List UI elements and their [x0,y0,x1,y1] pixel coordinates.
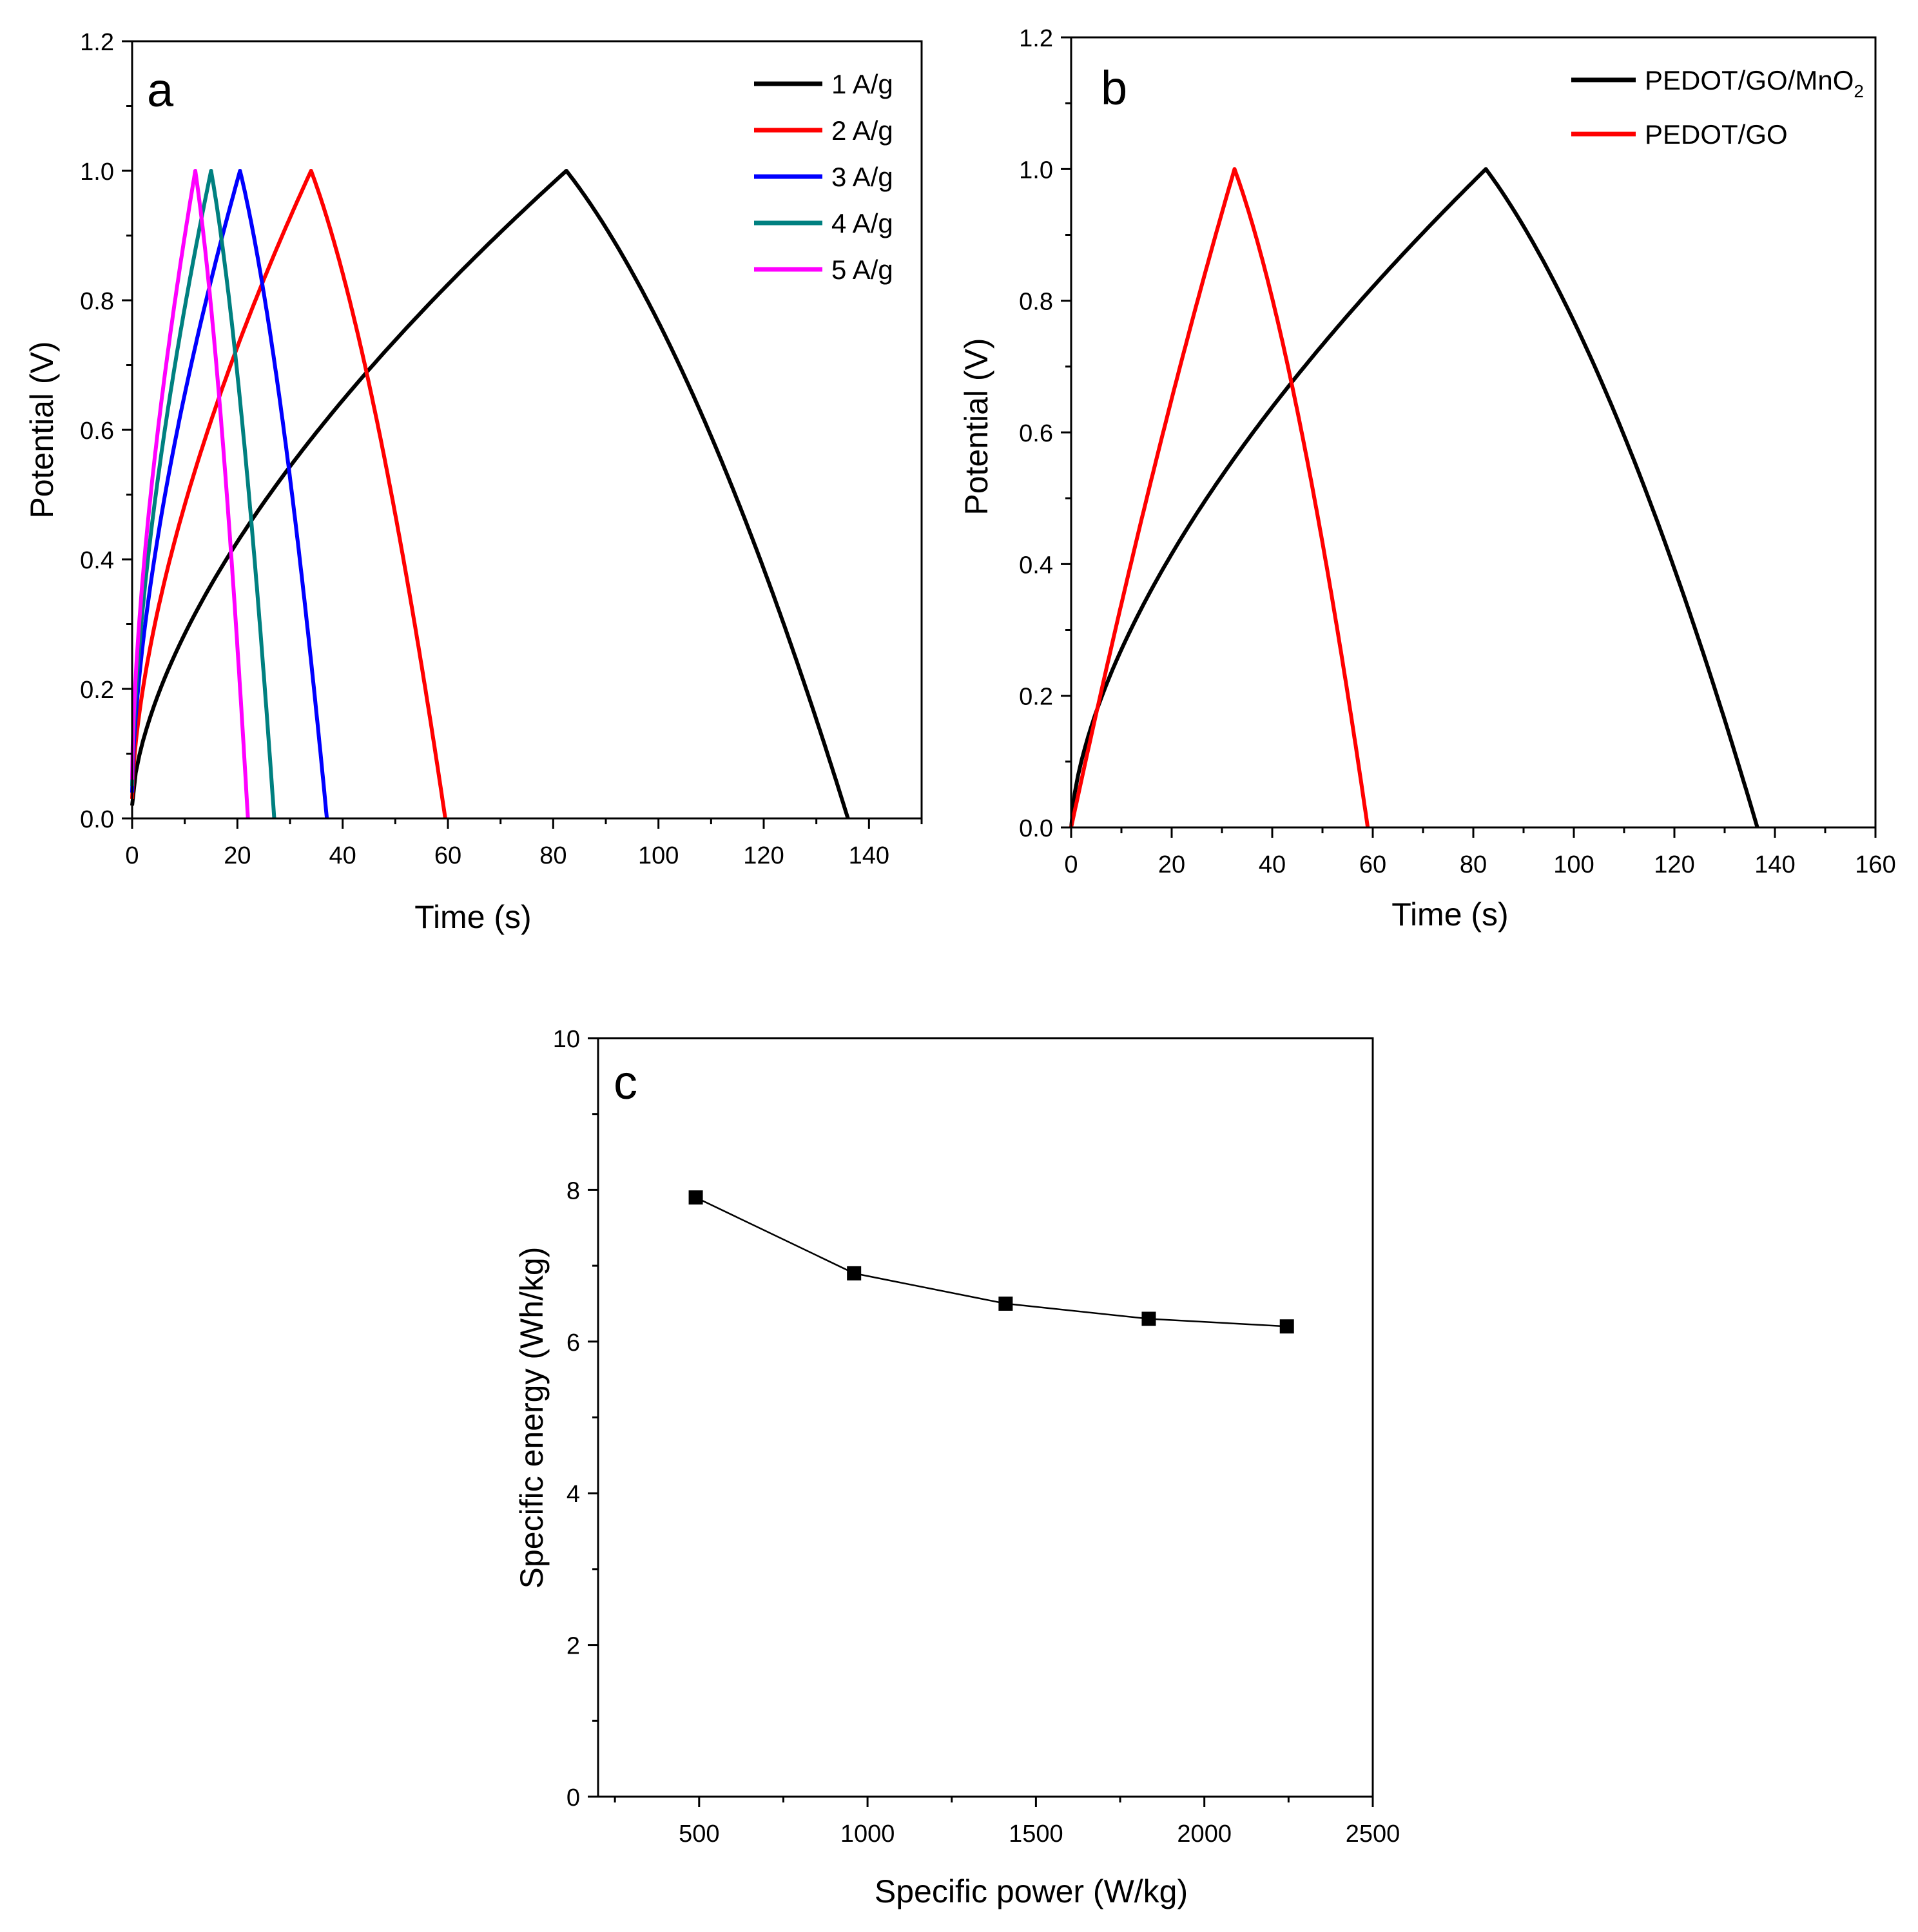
x-tick-label: 100 [638,842,679,869]
panel-c-x-axis-label: Specific power (W/kg) [875,1873,1188,1909]
legend-label: PEDOT/GO [1645,119,1788,150]
x-tick-label: 160 [1855,851,1895,878]
y-tick-label: 10 [553,1026,580,1053]
x-tick-label: 140 [849,842,889,869]
panel-c-frame [597,1037,1374,1798]
y-tick-label: 0.4 [80,547,114,574]
data-point [847,1266,862,1280]
y-tick-label: 0.6 [1019,420,1053,447]
panel-b-legend: PEDOT/GO/MnO2 PEDOT/GO [1571,65,1864,150]
panel-b-x-axis-label: Time (s) [1391,896,1508,932]
y-tick-label: 1.0 [80,159,114,186]
x-tick-label: 120 [1654,851,1694,878]
y-tick-label: 0 [567,1784,580,1811]
series-line [130,169,329,819]
series-line [130,169,447,819]
x-tick-label: 20 [224,842,251,869]
panel-b-series [1069,167,1759,828]
panel-c: 500 1000 1500 2000 2500 0 2 4 6 8 10 c Specific p… [514,1026,1400,1909]
x-tick-label: 60 [1359,851,1386,878]
y-tick-label: 0.4 [1019,552,1053,579]
panel-c-y-ticks: 0 2 4 6 8 10 [553,1026,598,1811]
legend-label: PEDOT/GO/MnO2 [1645,65,1864,101]
data-point [1141,1311,1156,1326]
panel-b-y-ticks: 0.0 0.2 0.4 0.6 0.8 1.0 1.2 [1019,25,1071,842]
panel-a-legend: 1 A/g 2 A/g 3 A/g 4 A/g 5 A/g [754,69,893,285]
y-tick-label: 0.2 [1019,684,1053,711]
panel-a-frame [131,40,923,820]
panel-a-label: a [147,63,174,117]
series-line [130,169,850,819]
x-tick-label: 500 [679,1821,719,1848]
panel-b-frame [1070,36,1877,829]
panel-a-y-axis-label: Potential (V) [24,341,60,518]
legend-label: 2 A/g [831,115,893,146]
panel-a-series [130,169,850,819]
data-point [1279,1319,1294,1334]
x-tick-label: 40 [329,842,356,869]
panel-a-y-ticks: 0.0 0.2 0.4 0.6 0.8 1.0 1.2 [80,29,132,833]
y-tick-label: 8 [567,1177,580,1204]
panel-b-label: b [1101,61,1127,115]
panel-b-y-axis-label: Potential (V) [958,338,994,515]
y-tick-label: 2 [567,1633,580,1660]
series-line [130,169,250,819]
legend-label: 4 A/g [831,208,893,238]
data-point [688,1190,703,1205]
x-tick-label: 60 [434,842,461,869]
x-tick-label: 100 [1553,851,1594,878]
x-tick-label: 80 [539,842,567,869]
y-tick-label: 6 [567,1329,580,1357]
x-tick-label: 2000 [1177,1821,1232,1848]
series-line [1069,167,1759,828]
panel-a-x-axis-label: Time (s) [414,899,531,935]
x-tick-label: 20 [1158,851,1185,878]
y-tick-label: 0.0 [80,806,114,833]
y-tick-label: 0.0 [1019,815,1053,842]
y-tick-label: 1.2 [80,29,114,56]
panel-c-y-axis-label: Specific energy (Wh/kg) [514,1247,550,1589]
legend-label: 5 A/g [831,255,893,285]
y-tick-label: 1.0 [1019,157,1053,184]
panel-b: 0 20 40 60 80 100 120 140 160 0.0 0.2 0.4 0.6 0.8 1.0… [958,25,1896,932]
x-tick-label: 40 [1259,851,1286,878]
y-tick-label: 4 [567,1481,580,1508]
x-tick-label: 0 [1064,851,1078,878]
panel-a: 0 20 40 60 80 100 120 140 0.0 0.2 0.4 0.6 0.8 1.0 1.2… [24,29,923,935]
y-tick-label: 0.8 [80,288,114,315]
x-tick-label: 2500 [1346,1821,1400,1848]
y-tick-label: 0.8 [1019,289,1053,316]
series-line [1069,167,1370,828]
x-tick-label: 0 [125,842,139,869]
data-point [998,1296,1013,1311]
x-tick-label: 140 [1754,851,1795,878]
panel-c-label: c [614,1056,637,1109]
legend-label: 1 A/g [831,69,893,99]
panel-a-x-ticks: 0 20 40 60 80 100 120 140 [125,818,923,869]
y-tick-label: 0.6 [80,418,114,445]
x-tick-label: 1500 [1009,1821,1063,1848]
x-tick-label: 1000 [840,1821,895,1848]
panel-b-x-ticks: 0 20 40 60 80 100 120 140 160 [1064,827,1896,878]
x-tick-label: 80 [1460,851,1487,878]
panel-c-x-ticks: 500 1000 1500 2000 2500 [614,1797,1400,1848]
y-tick-label: 0.2 [80,677,114,704]
x-tick-label: 120 [743,842,784,869]
panel-c-series [688,1190,1294,1334]
y-tick-label: 1.2 [1019,25,1053,52]
series-line [130,169,276,819]
legend-label: 3 A/g [831,162,893,192]
series-line [695,1197,1287,1328]
